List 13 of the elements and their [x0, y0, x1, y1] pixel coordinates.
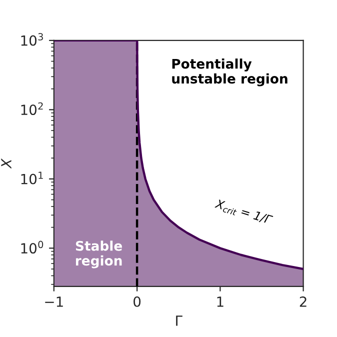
x-tick-label: 0: [134, 296, 141, 307]
x-tick-label: 1: [217, 296, 224, 307]
y-axis-title: X: [1, 158, 12, 169]
annotation: Stable region: [76, 240, 122, 268]
y-tick-label: 10$^{1}$: [21, 172, 43, 184]
y-tick-label: 10$^{0}$: [21, 240, 44, 254]
y-tick-label: 10$^{2}$: [21, 102, 43, 116]
annotation: X$_{crit}$ = 1/Γ: [214, 198, 274, 226]
y-tick-label: 10$^{3}$: [21, 33, 43, 46]
x-tick-label: −1: [45, 296, 63, 307]
x-axis-title: Γ: [176, 316, 182, 326]
annotation: Potentially unstable region: [172, 58, 288, 86]
x-tick-label: 2: [300, 296, 306, 307]
